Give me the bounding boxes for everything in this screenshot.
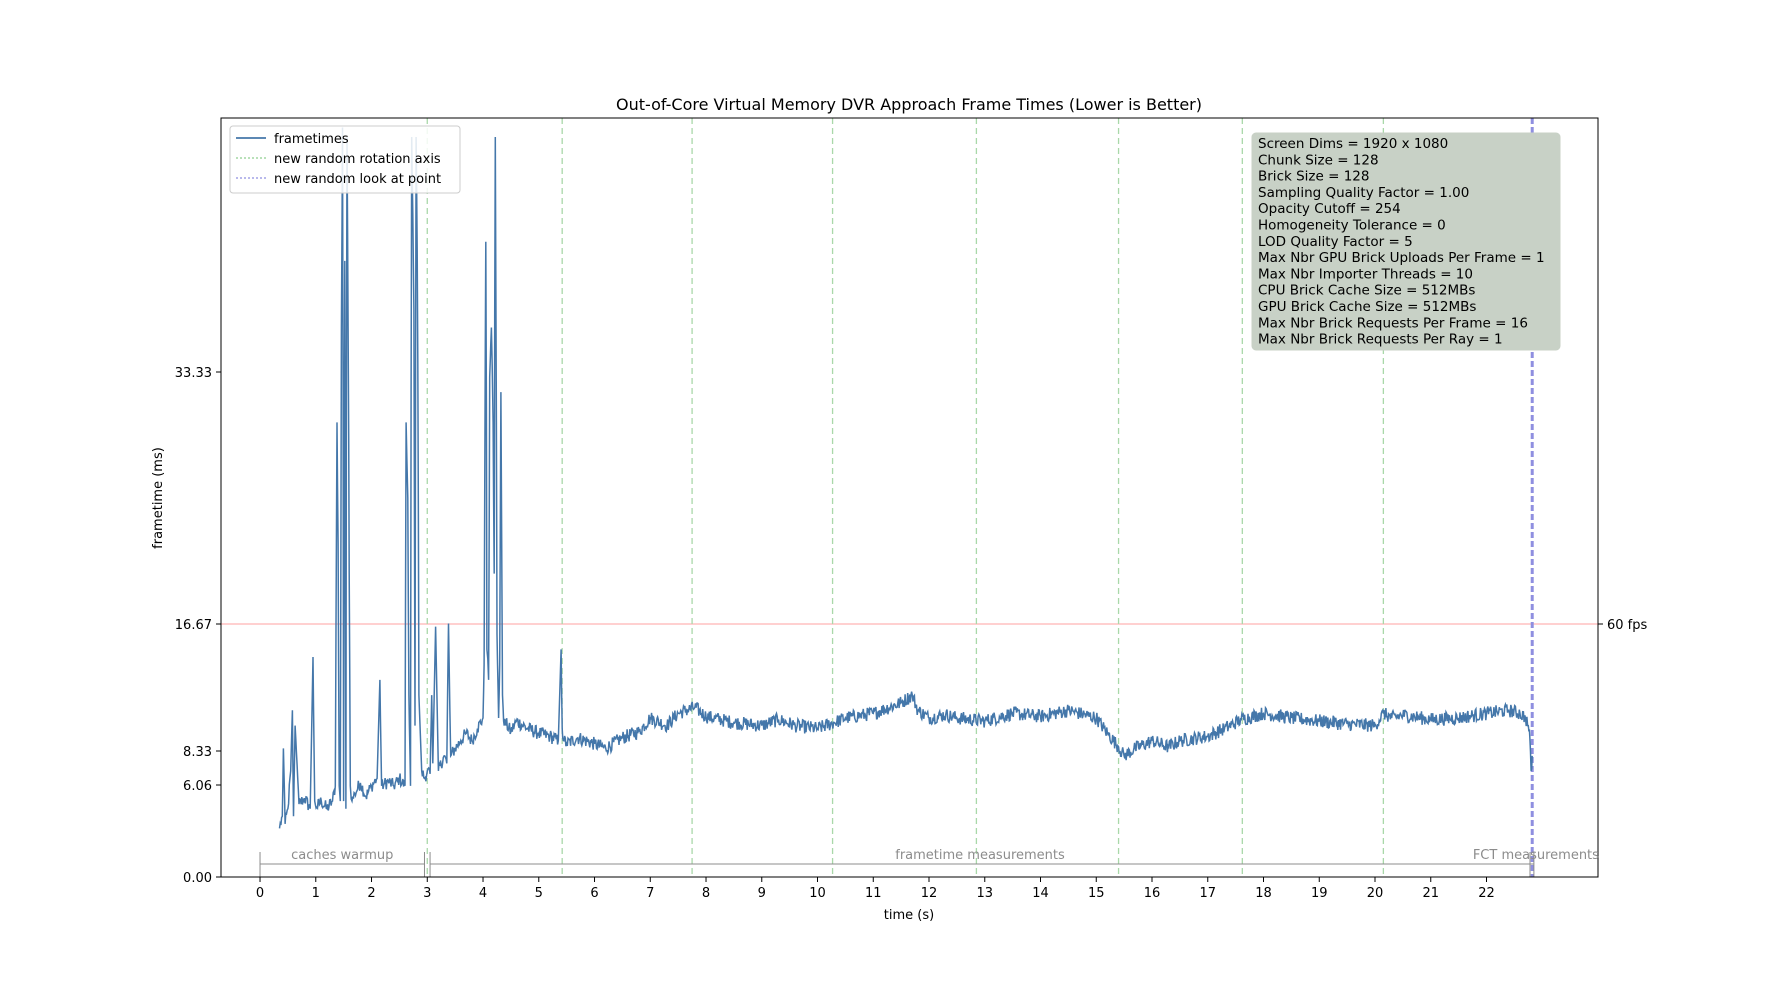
x-tick-label: 20	[1367, 886, 1384, 901]
info-box-line: Brick Size = 128	[1258, 169, 1369, 185]
info-box-line: LOD Quality Factor = 5	[1258, 234, 1413, 250]
x-tick-label: 21	[1422, 886, 1439, 901]
frametimes-series-line	[278, 127, 1533, 829]
legend-frame	[229, 125, 461, 194]
phase-label: frametime measurements	[895, 848, 1065, 863]
x-tick-label: 5	[535, 886, 543, 901]
x-tick-label: 18	[1255, 886, 1272, 901]
plot-area-frame	[220, 117, 1599, 878]
x-tick-label: 3	[423, 886, 431, 901]
x-tick-label: 0	[256, 886, 264, 901]
x-tick-label: 17	[1199, 886, 1216, 901]
x-tick-label: 9	[758, 886, 766, 901]
x-tick-label: 19	[1311, 886, 1328, 901]
chart-title: Out-of-Core Virtual Memory DVR Approach …	[616, 95, 1202, 114]
x-tick-label: 16	[1144, 886, 1161, 901]
info-box-background	[1251, 132, 1561, 351]
info-box-line: Chunk Size = 128	[1258, 152, 1379, 168]
info-box-line: Opacity Cutoff = 254	[1258, 201, 1401, 217]
x-tick-label: 15	[1088, 886, 1105, 901]
info-box-line: CPU Brick Cache Size = 512MBs	[1258, 283, 1475, 299]
x-tick-label: 11	[865, 886, 882, 901]
x-axis-label: time (s)	[884, 908, 934, 923]
legend-entry-label: new random look at point	[274, 172, 441, 187]
x-tick-label: 10	[809, 886, 826, 901]
x-tick-label: 8	[702, 886, 710, 901]
y-axis: 0.00 6.06 8.33 16.67 33.33 60 fps	[175, 366, 1648, 886]
info-box-line: Max Nbr Brick Requests Per Frame = 16	[1258, 315, 1528, 331]
x-tick-label: 14	[1032, 886, 1049, 901]
fps-reference-label: 60 fps	[1607, 618, 1648, 633]
legend-entry-label: new random rotation axis	[274, 152, 441, 167]
y-tick-label: 0.00	[183, 871, 212, 886]
x-tick-label: 13	[976, 886, 993, 901]
legend: frametimes new random rotation axis new ra…	[229, 125, 461, 194]
y-axis-label: frametime (ms)	[151, 447, 166, 549]
y-tick-label: 33.33	[175, 366, 212, 381]
x-axis: 0 1 2 3 4 5 6 7 8 9 10 11 12 13 14 15 16 17 18 19 20 21 22	[256, 877, 1495, 901]
phase-label: caches warmup	[291, 848, 393, 863]
phase-label: FCT measurements	[1473, 848, 1599, 863]
y-tick-label: 16.67	[175, 618, 212, 633]
info-box-line: Homogeneity Tolerance = 0	[1258, 218, 1446, 234]
x-tick-label: 22	[1478, 886, 1495, 901]
info-box-line: Max Nbr Brick Requests Per Ray = 1	[1258, 332, 1503, 348]
info-box-line: GPU Brick Cache Size = 512MBs	[1258, 299, 1476, 315]
x-tick-label: 2	[367, 886, 375, 901]
info-box-line: Sampling Quality Factor = 1.00	[1258, 185, 1469, 201]
info-box-line: Screen Dims = 1920 x 1080	[1258, 136, 1448, 152]
legend-entry-label: frametimes	[274, 132, 349, 147]
info-box-line: Max Nbr GPU Brick Uploads Per Frame = 1	[1258, 250, 1545, 266]
x-tick-label: 12	[921, 886, 938, 901]
y-tick-label: 6.06	[183, 779, 212, 794]
y-tick-label: 8.33	[183, 745, 212, 760]
x-tick-label: 6	[590, 886, 598, 901]
info-box-line: Max Nbr Importer Threads = 10	[1258, 266, 1473, 282]
x-tick-label: 7	[646, 886, 654, 901]
x-tick-label: 1	[312, 886, 320, 901]
x-tick-label: 4	[479, 886, 487, 901]
